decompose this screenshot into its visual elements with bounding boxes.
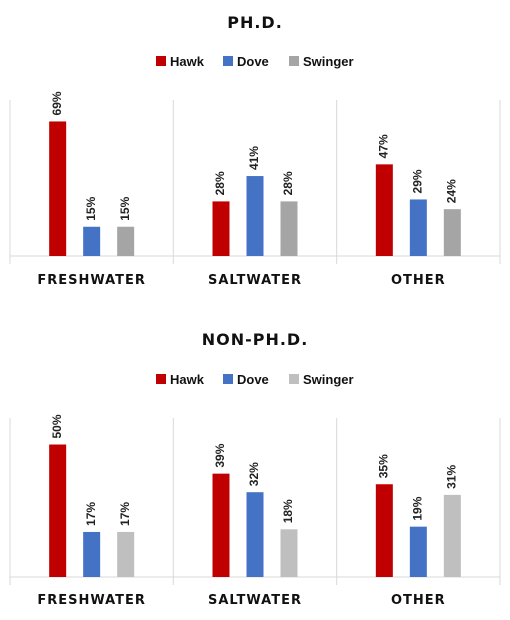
legend: Hawk Dove Swinger <box>156 372 354 387</box>
legend-swatch-hawk <box>156 374 166 384</box>
category-label-freshwater: FRESHWATER <box>37 273 146 288</box>
category-label-saltwater: SALTWATER <box>208 273 302 288</box>
bar-swinger-freshwater <box>117 531 135 577</box>
data-label-swinger-freshwater: 17% <box>118 502 132 526</box>
chart-title: PH.D. <box>227 13 283 32</box>
legend-label-swinger: Swinger <box>303 372 354 387</box>
legend-label-dove: Dove <box>237 372 269 387</box>
legend-swatch-swinger <box>289 374 299 384</box>
legend-label-hawk: Hawk <box>170 54 205 69</box>
category-labels: FRESHWATER SALTWATER OTHER <box>37 273 446 288</box>
data-label-hawk-saltwater: 39% <box>213 443 227 467</box>
non-phd-chart: NON-PH.D. Hawk Dove Swinger 50% 17% 17% 39% 32… <box>9 330 501 608</box>
category-label-freshwater: FRESHWATER <box>37 593 146 608</box>
bar-hawk-saltwater <box>212 201 230 256</box>
bar-dove-saltwater <box>246 492 264 577</box>
bar-hawk-freshwater <box>49 121 67 256</box>
phd-chart: PH.D. Hawk Dove Swinger 69% 15% 15% 28% 41% 28%… <box>9 13 501 288</box>
bar-dove-freshwater <box>83 226 101 256</box>
data-label-hawk-other: 35% <box>377 454 391 478</box>
bar-swinger-saltwater <box>280 529 298 577</box>
data-label-swinger-saltwater: 18% <box>281 499 295 523</box>
data-label-dove-other: 19% <box>411 496 425 520</box>
data-label-hawk-saltwater: 28% <box>213 171 227 195</box>
bar-hawk-saltwater <box>212 473 230 577</box>
legend-label-swinger: Swinger <box>303 54 354 69</box>
bar-swinger-saltwater <box>280 201 298 256</box>
chart-title: NON-PH.D. <box>202 330 309 349</box>
category-labels: FRESHWATER SALTWATER OTHER <box>37 593 446 608</box>
bar-hawk-other <box>375 164 393 256</box>
data-label-dove-freshwater: 17% <box>84 502 98 526</box>
category-label-other: OTHER <box>391 273 446 288</box>
data-label-swinger-other: 31% <box>445 465 459 489</box>
bar-dove-freshwater <box>83 531 101 577</box>
legend: Hawk Dove Swinger <box>156 54 354 69</box>
bar-dove-saltwater <box>246 176 264 256</box>
bars: 50% 17% 17% 39% 32% 18% 35% 19% 31% <box>49 414 461 577</box>
data-label-dove-saltwater: 32% <box>247 462 261 486</box>
data-label-swinger-freshwater: 15% <box>118 196 132 220</box>
bar-swinger-other <box>443 209 461 256</box>
category-label-saltwater: SALTWATER <box>208 593 302 608</box>
legend-label-hawk: Hawk <box>170 372 205 387</box>
bar-swinger-freshwater <box>117 226 135 256</box>
data-label-dove-saltwater: 41% <box>247 146 261 170</box>
bar-hawk-other <box>375 484 393 577</box>
bar-swinger-other <box>443 494 461 577</box>
data-label-hawk-other: 47% <box>377 134 391 158</box>
legend-swatch-hawk <box>156 56 166 66</box>
data-label-swinger-saltwater: 28% <box>281 171 295 195</box>
bar-dove-other <box>409 199 427 256</box>
bar-hawk-freshwater <box>49 444 67 577</box>
legend-label-dove: Dove <box>237 54 269 69</box>
data-label-dove-other: 29% <box>411 169 425 193</box>
legend-swatch-dove <box>223 374 233 384</box>
legend-swatch-dove <box>223 56 233 66</box>
bars: 69% 15% 15% 28% 41% 28% 47% 29% 24% <box>49 91 461 256</box>
category-label-other: OTHER <box>391 593 446 608</box>
data-label-hawk-freshwater: 50% <box>50 414 64 438</box>
bar-dove-other <box>409 526 427 577</box>
data-label-dove-freshwater: 15% <box>84 196 98 220</box>
data-label-hawk-freshwater: 69% <box>50 91 64 115</box>
legend-swatch-swinger <box>289 56 299 66</box>
data-label-swinger-other: 24% <box>445 179 459 203</box>
